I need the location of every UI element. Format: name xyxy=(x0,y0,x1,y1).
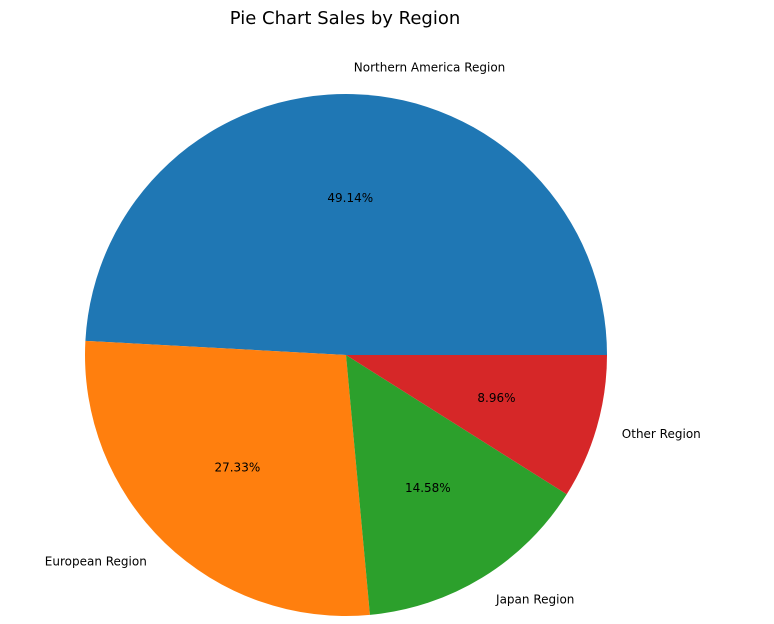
chart-title: Pie Chart Sales by Region xyxy=(230,8,461,29)
slice-label-northern-america-region: Northern America Region xyxy=(354,61,505,75)
slice-label-japan-region: Japan Region xyxy=(495,592,574,606)
slice-label-other-region: Other Region xyxy=(622,427,701,441)
pie-slice-northern-america-region xyxy=(85,94,607,355)
pie-slice-japan-region xyxy=(346,355,567,615)
percent-labels: 49.14% 27.33% 14.58% 8.96% xyxy=(214,191,515,495)
percent-label-northern-america-region: 49.14% xyxy=(327,191,373,205)
slice-labels: Northern America Region European Region Ja… xyxy=(45,61,701,607)
pie-slices xyxy=(85,94,607,616)
slice-label-european-region: European Region xyxy=(45,554,147,568)
percent-label-european-region: 27.33% xyxy=(214,460,260,474)
percent-label-japan-region: 14.58% xyxy=(405,481,451,495)
pie-slice-other-region xyxy=(346,355,607,495)
percent-label-other-region: 8.96% xyxy=(477,391,515,405)
pie-slice-european-region xyxy=(85,340,370,616)
